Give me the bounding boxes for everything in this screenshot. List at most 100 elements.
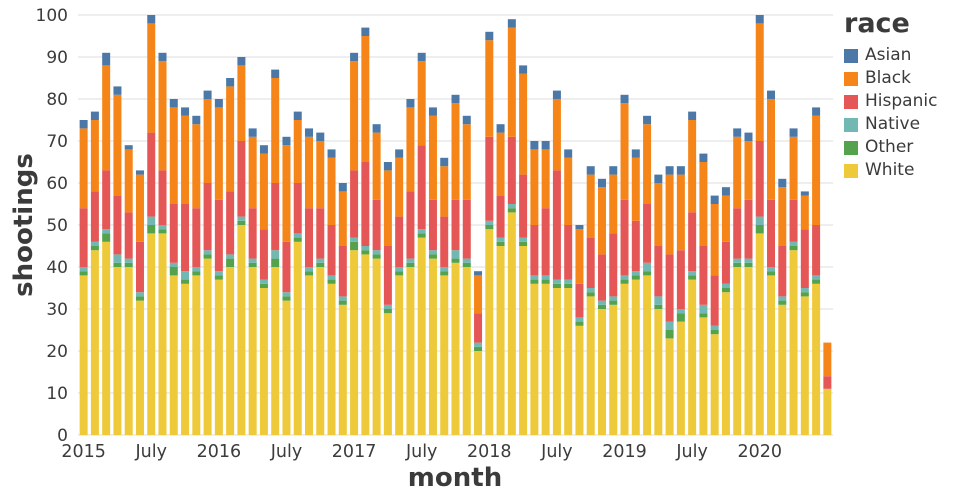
bar-segment-native <box>812 275 821 280</box>
bar-segment-black <box>778 187 787 246</box>
bar-segment-other <box>564 283 573 288</box>
bar-segment-black <box>485 40 494 137</box>
bar-segment-hispanic <box>755 141 764 217</box>
bar-segment-black <box>316 141 325 209</box>
bar-segment-hispanic <box>135 241 144 293</box>
bar-segment-other <box>643 271 652 276</box>
bar-segment-black <box>147 23 156 133</box>
bar-segment-black <box>597 187 606 255</box>
bar-segment-hispanic <box>451 199 460 251</box>
bar-segment-asian <box>169 99 178 108</box>
bar-segment-white <box>688 279 697 435</box>
bar-segment-asian <box>699 153 708 162</box>
bar-segment-native <box>710 325 719 330</box>
bar-segment-native <box>305 267 314 272</box>
bar-segment-black <box>327 157 336 225</box>
bar-segment-other <box>541 279 550 284</box>
bar-segment-white <box>507 212 516 435</box>
bar-segment-native <box>181 271 190 280</box>
bar-segment-native <box>271 250 280 259</box>
bar-segment-hispanic <box>203 183 212 251</box>
bar-segment-black <box>699 162 708 246</box>
bar-segment-other <box>90 246 99 251</box>
bar-segment-native <box>169 262 178 267</box>
bar-segment-black <box>586 174 595 238</box>
bar-segment-black <box>710 204 719 276</box>
bar-segment-white <box>383 313 392 435</box>
bar-segment-hispanic <box>440 216 449 267</box>
bar-segment-black <box>79 128 88 209</box>
bar-segment-native <box>789 241 798 246</box>
bar-segment-hispanic <box>507 136 516 204</box>
bar-segment-white <box>485 229 494 435</box>
bar-segment-white <box>316 267 325 435</box>
y-tick-label: 80 <box>46 90 68 110</box>
bar-segment-native <box>586 288 595 293</box>
bar-segment-white <box>643 275 652 435</box>
bar-segment-hispanic <box>417 145 426 230</box>
bar-segment-black <box>823 342 832 377</box>
bar-segment-hispanic <box>778 246 787 297</box>
legend-label-hispanic: Hispanic <box>865 91 938 111</box>
bar-segment-hispanic <box>812 225 821 276</box>
bar-segment-hispanic <box>586 237 595 288</box>
bar-segment-asian <box>665 166 674 175</box>
bar-segment-hispanic <box>688 212 697 272</box>
bar-segment-white <box>282 300 291 435</box>
bar-segment-hispanic <box>597 254 606 301</box>
bar-segment-black <box>181 115 190 204</box>
bar-segment-hispanic <box>169 204 178 263</box>
bar-segment-black <box>372 132 381 200</box>
bar-segment-black <box>293 120 302 183</box>
bar-segment-other <box>350 241 359 251</box>
bar-segment-black <box>338 191 347 246</box>
bar-segment-white <box>564 288 573 435</box>
bars <box>79 15 832 435</box>
bar-segment-other <box>203 254 212 259</box>
bar-segment-native <box>102 229 111 234</box>
bar-segment-black <box>428 115 437 200</box>
bar-segment-native <box>192 267 201 272</box>
y-tick-label: 70 <box>46 132 68 152</box>
bar-segment-other <box>147 225 156 234</box>
bar-segment-black <box>530 149 539 225</box>
bar-segment-other <box>293 237 302 242</box>
bar-segment-asian <box>552 90 561 99</box>
bar-segment-white <box>800 296 809 435</box>
bar-segment-asian <box>338 183 347 192</box>
bar-segment-white <box>586 296 595 435</box>
legend: race Asian Black Hispanic Native Other White <box>844 8 956 185</box>
bar-segment-hispanic <box>485 136 494 221</box>
bar-segment-other <box>597 304 606 309</box>
legend-item-white: White <box>844 162 956 179</box>
bar-segment-native <box>631 271 640 276</box>
bar-segment-native <box>541 275 550 280</box>
bar-segment-asian <box>609 166 618 175</box>
bar-segment-hispanic <box>90 191 99 242</box>
bar-segment-other <box>271 258 280 267</box>
bar-segment-hispanic <box>643 204 652 263</box>
bar-segment-native <box>214 271 223 276</box>
bar-segment-other <box>79 271 88 276</box>
bar-segment-native <box>372 250 381 255</box>
bar-segment-hispanic <box>226 191 235 255</box>
bar-segment-other <box>192 271 201 276</box>
bar-segment-asian <box>226 78 235 87</box>
bar-segment-asian <box>203 90 212 99</box>
bar-segment-other <box>530 279 539 284</box>
bar-segment-black <box>496 132 505 196</box>
bar-segment-white <box>440 275 449 435</box>
bar-segment-hispanic <box>474 313 483 343</box>
bar-segment-other <box>395 271 404 276</box>
bar-segment-white <box>789 250 798 435</box>
bar-segment-hispanic <box>327 225 336 276</box>
bar-segment-other <box>226 258 235 267</box>
bar-segment-black <box>451 103 460 200</box>
bar-segment-native <box>79 267 88 272</box>
bar-segment-asian <box>417 52 426 62</box>
bar-segment-native <box>688 271 697 276</box>
bar-segment-hispanic <box>271 183 280 251</box>
bar-segment-white <box>609 304 618 435</box>
bar-segment-hispanic <box>428 199 437 251</box>
bar-segment-white <box>474 351 483 435</box>
